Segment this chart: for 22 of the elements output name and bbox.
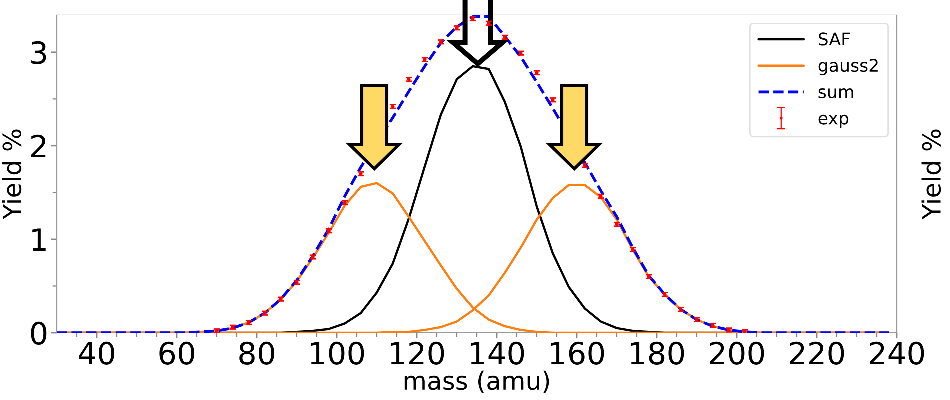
x-tick-label: 100 — [311, 342, 364, 365]
x-tick-label: 240 — [870, 342, 924, 365]
x-tick-label: 120 — [391, 342, 444, 365]
x-tick-label: 60 — [160, 342, 194, 365]
x-tick-label: 40 — [79, 342, 114, 365]
y-tick-label: 1 — [32, 228, 46, 252]
y-axis-title: Yield % — [2, 130, 22, 220]
x-tick-label: 220 — [790, 342, 844, 365]
x-axis-title: mass (amu) — [404, 370, 550, 394]
y-tick-label: 3 — [32, 41, 46, 64]
legend-label: sum — [818, 88, 854, 98]
y-tick-label: 0 — [31, 322, 47, 346]
x-tick-label: 80 — [240, 342, 274, 365]
legend-label: gauss2 — [818, 59, 878, 76]
x-tick-label: 180 — [631, 342, 684, 365]
text: Yield % — [922, 130, 942, 220]
x-tick-label: 160 — [551, 342, 604, 365]
legend-label: SAF — [818, 32, 850, 46]
y-tick-label: 2 — [31, 134, 46, 158]
x-tick-label: 200 — [710, 342, 764, 365]
legend-label: exp — [818, 114, 849, 128]
x-tick-label: 140 — [471, 342, 524, 365]
